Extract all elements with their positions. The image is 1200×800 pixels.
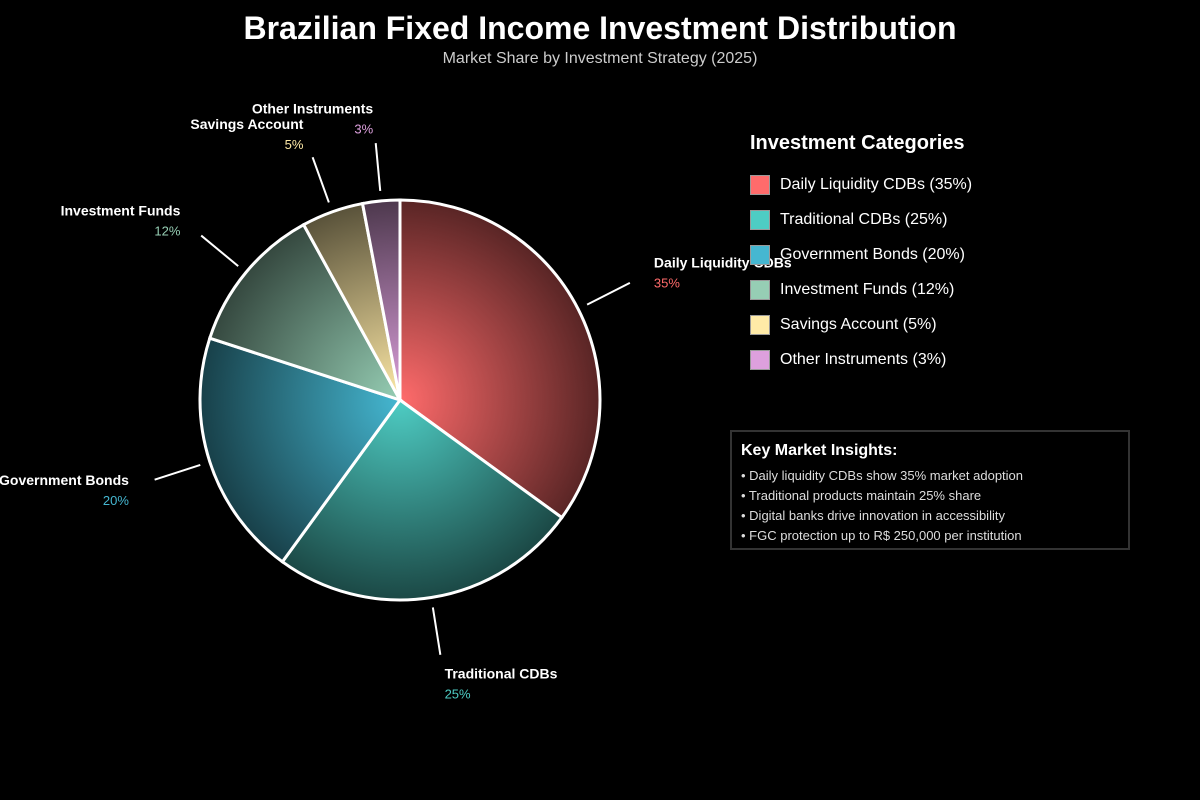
legend: Investment Categories Daily Liquidity CD… bbox=[750, 132, 972, 377]
legend-item: Traditional CDBs (25%) bbox=[750, 202, 972, 237]
legend-swatch bbox=[750, 244, 770, 265]
insight-item: • FGC protection up to R$ 250,000 per in… bbox=[741, 528, 1022, 543]
legend-item: Investment Funds (12%) bbox=[750, 272, 972, 307]
insight-item: • Digital banks drive innovation in acce… bbox=[741, 508, 1005, 523]
legend-swatch bbox=[750, 279, 770, 300]
slice-percent: 12% bbox=[154, 223, 180, 238]
leader-line bbox=[586, 281, 631, 306]
legend-swatch bbox=[750, 349, 770, 370]
insights-box: Key Market Insights: • Daily liquidity C… bbox=[730, 430, 1130, 550]
legend-label: Daily Liquidity CDBs (35%) bbox=[780, 175, 973, 193]
legend-label: Government Bonds (20%) bbox=[780, 245, 965, 263]
legend-title: Investment Categories bbox=[750, 132, 965, 154]
leader-line bbox=[200, 234, 239, 267]
slice-percent: 20% bbox=[103, 493, 129, 508]
leader-line bbox=[374, 143, 382, 192]
legend-item: Daily Liquidity CDBs (35%) bbox=[750, 167, 972, 202]
slice-label: Investment Funds bbox=[61, 202, 181, 218]
leader-line bbox=[431, 607, 442, 655]
chart-title: Brazilian Fixed Income Investment Distri… bbox=[243, 10, 957, 46]
legend-item: Government Bonds (20%) bbox=[750, 237, 972, 272]
legend-swatch bbox=[750, 209, 770, 230]
slice-label: Other Instruments bbox=[252, 100, 374, 116]
slice-percent: 5% bbox=[285, 137, 304, 152]
pie-slice[interactable] bbox=[207, 222, 404, 403]
slice-percent: 25% bbox=[445, 686, 471, 701]
pie-slice[interactable] bbox=[398, 198, 602, 520]
legend-item: Savings Account (5%) bbox=[750, 307, 972, 342]
slice-label: Savings Account bbox=[190, 116, 303, 132]
slice-percent: 3% bbox=[354, 121, 373, 136]
leader-line bbox=[154, 463, 201, 481]
pie-slice[interactable] bbox=[198, 336, 403, 564]
chart-subtitle: Market Share by Investment Strategy (202… bbox=[442, 50, 758, 67]
insight-item: • Traditional products maintain 25% shar… bbox=[741, 488, 982, 503]
insight-item: • Daily liquidity CDBs show 35% market a… bbox=[741, 468, 1024, 483]
legend-swatch bbox=[750, 314, 770, 335]
legend-item: Other Instruments (3%) bbox=[750, 342, 972, 377]
slice-label: Government Bonds bbox=[0, 472, 129, 488]
legend-label: Traditional CDBs (25%) bbox=[780, 210, 948, 228]
slice-label: Traditional CDBs bbox=[445, 665, 558, 681]
insights-title: Key Market Insights: bbox=[741, 442, 898, 459]
legend-label: Savings Account (5%) bbox=[780, 315, 937, 333]
pie-slice[interactable] bbox=[280, 397, 564, 602]
legend-label: Other Instruments (3%) bbox=[780, 350, 947, 368]
slice-percent: 35% bbox=[654, 276, 680, 291]
pie-slice[interactable] bbox=[360, 198, 402, 401]
legend-swatch bbox=[750, 174, 770, 195]
leader-line bbox=[311, 156, 330, 203]
legend-label: Investment Funds (12%) bbox=[780, 280, 955, 298]
